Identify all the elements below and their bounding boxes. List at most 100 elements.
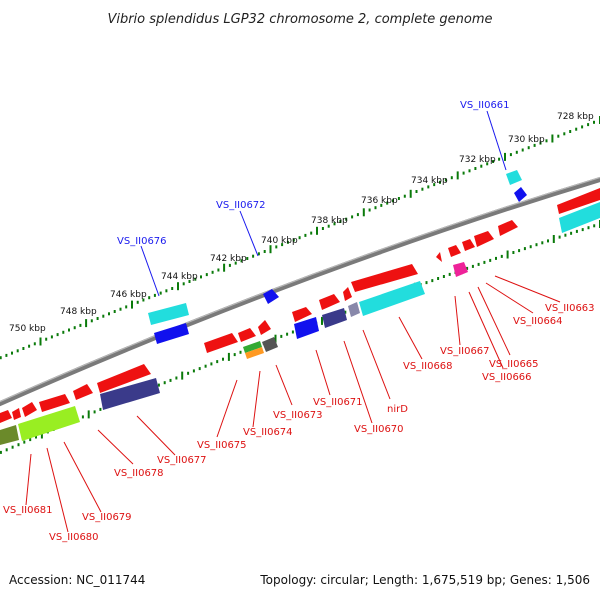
scale-label-748: 748 kbp xyxy=(60,307,97,317)
gene-label-VS_II0666[interactable]: VS_II0666 xyxy=(482,372,532,383)
gene-label-VS_II0674[interactable]: VS_II0674 xyxy=(243,427,293,438)
gene-label-VS_II0667[interactable]: VS_II0667 xyxy=(440,346,490,357)
scale-tick-minor xyxy=(257,252,260,256)
gene-arrow[interactable] xyxy=(498,220,518,236)
scale-tick-minor xyxy=(0,356,2,360)
gene-label-VS_II0661[interactable]: VS_II0661 xyxy=(460,100,510,111)
gene-label-nirD[interactable]: nirD xyxy=(387,404,408,415)
gene-arrow[interactable] xyxy=(238,328,256,342)
gene-box-navy[interactable] xyxy=(100,378,160,410)
gene-arrow[interactable] xyxy=(319,294,340,310)
inner-scale-ticks xyxy=(0,220,600,454)
scale-tick-minor xyxy=(477,262,480,266)
scale-tick-major xyxy=(321,316,323,325)
gene-box-cyan[interactable] xyxy=(559,202,600,233)
gene-box-gray[interactable] xyxy=(348,302,360,317)
scale-tick-minor xyxy=(581,228,584,232)
scale-tick-minor xyxy=(29,438,32,442)
scale-tick-minor xyxy=(492,160,495,163)
gene-label-VS_II0679[interactable]: VS_II0679 xyxy=(82,512,132,523)
gene-arrow[interactable] xyxy=(436,252,442,262)
scale-tick-minor xyxy=(171,287,174,290)
scale-labels: 728 kbp 730 kbp 732 kbp 734 kbp 736 kbp … xyxy=(9,112,594,334)
gene-label-VS_II0678[interactable]: VS_II0678 xyxy=(114,468,164,479)
scale-tick-minor xyxy=(386,201,389,205)
scale-tick-minor xyxy=(211,270,214,274)
gene-arrow-blue[interactable] xyxy=(514,187,527,202)
gene-arrow[interactable] xyxy=(474,231,494,247)
scale-tick-minor xyxy=(374,206,377,210)
scale-tick-major xyxy=(87,410,90,419)
gene-arrow[interactable] xyxy=(448,245,461,257)
gene-label-VS_II0665[interactable]: VS_II0665 xyxy=(489,359,539,370)
gene-arrow[interactable] xyxy=(204,333,238,353)
gene-arrow[interactable] xyxy=(462,239,475,251)
scale-tick-major xyxy=(227,352,230,361)
scale-label-744: 744 kbp xyxy=(161,272,198,282)
gene-label-VS_II0681[interactable]: VS_II0681 xyxy=(3,505,53,516)
gene-label-VS_II0676[interactable]: VS_II0676 xyxy=(117,236,167,247)
gene-arrow[interactable] xyxy=(12,408,21,420)
scale-tick-minor xyxy=(165,289,168,293)
scale-tick-minor xyxy=(33,342,36,346)
gene-box-lime[interactable] xyxy=(18,406,80,441)
scale-tick-minor xyxy=(368,208,371,212)
scale-tick-minor xyxy=(575,127,578,131)
scale-tick-minor xyxy=(28,344,31,348)
gene-arrow[interactable] xyxy=(343,287,352,301)
gene-label-VS_II0680[interactable]: VS_II0680 xyxy=(49,532,99,543)
gene-label-VS_II0668[interactable]: VS_II0668 xyxy=(403,361,453,372)
gene-arrow[interactable] xyxy=(39,394,70,412)
gene-arrow[interactable] xyxy=(97,364,151,393)
gene-box-cyan[interactable] xyxy=(148,303,189,325)
gene-box-cyan[interactable] xyxy=(359,281,425,316)
gene-label-VS_II0671[interactable]: VS_II0671 xyxy=(313,397,363,408)
scale-tick-minor xyxy=(280,334,283,338)
scale-tick-minor xyxy=(533,143,536,147)
gene-box-olive[interactable] xyxy=(0,425,19,445)
scale-tick-minor xyxy=(228,263,231,267)
gene-arrow[interactable] xyxy=(258,320,271,335)
gene-arrow[interactable] xyxy=(73,384,93,400)
gene-box-blue[interactable] xyxy=(294,317,319,339)
gene-box-darkgray[interactable] xyxy=(262,337,278,352)
gene-label-VS_II0677[interactable]: VS_II0677 xyxy=(157,455,207,466)
gene-arrow-cyan[interactable] xyxy=(506,170,522,185)
gene-box-navy[interactable] xyxy=(322,308,347,328)
outer-scale-ticks xyxy=(0,116,600,360)
scale-tick-minor xyxy=(380,203,383,207)
scale-tick-minor xyxy=(148,296,151,300)
map-title: Vibrio splendidus LGP32 chromosome 2, co… xyxy=(107,12,492,27)
scale-tick-major xyxy=(85,319,88,328)
gene-arrow[interactable] xyxy=(557,188,600,214)
gene-arrow[interactable] xyxy=(0,410,12,423)
scale-tick-minor xyxy=(291,330,294,334)
gene-label-VS_II0670[interactable]: VS_II0670 xyxy=(354,424,404,435)
gene-arrow[interactable] xyxy=(22,402,37,417)
gene-arrow-blue[interactable] xyxy=(263,289,279,304)
scale-label-746: 746 kbp xyxy=(110,290,147,300)
gene-box-green[interactable] xyxy=(243,341,262,353)
gene-label-VS_II0675[interactable]: VS_II0675 xyxy=(197,440,247,451)
scale-tick-minor xyxy=(216,360,219,364)
scale-tick-minor xyxy=(593,120,595,124)
gene-label-VS_II0672[interactable]: VS_II0672 xyxy=(216,200,266,211)
scale-tick-minor xyxy=(356,213,359,217)
scale-tick-minor xyxy=(545,139,548,143)
gene-label-VS_II0673[interactable]: VS_II0673 xyxy=(273,410,323,421)
scale-tick-minor xyxy=(581,125,584,129)
scale-tick-minor xyxy=(45,337,48,341)
scale-tick-minor xyxy=(90,319,93,323)
scale-tick-minor xyxy=(480,164,483,168)
gene-box-orange[interactable] xyxy=(245,347,264,359)
scale-tick-minor xyxy=(321,227,324,230)
gene-box-magenta[interactable] xyxy=(453,262,468,277)
topology-text: Topology: circular; Length: 1,675,519 bp… xyxy=(260,573,590,587)
scale-tick-minor xyxy=(96,317,99,320)
gene-label-VS_II0663[interactable]: VS_II0663 xyxy=(545,303,595,314)
gene-arrow[interactable] xyxy=(351,264,418,292)
gene-arrow[interactable] xyxy=(292,307,312,322)
scale-tick-minor xyxy=(558,235,561,239)
gene-label-VS_II0664[interactable]: VS_II0664 xyxy=(513,316,563,327)
gene-box-blue[interactable] xyxy=(154,323,189,344)
